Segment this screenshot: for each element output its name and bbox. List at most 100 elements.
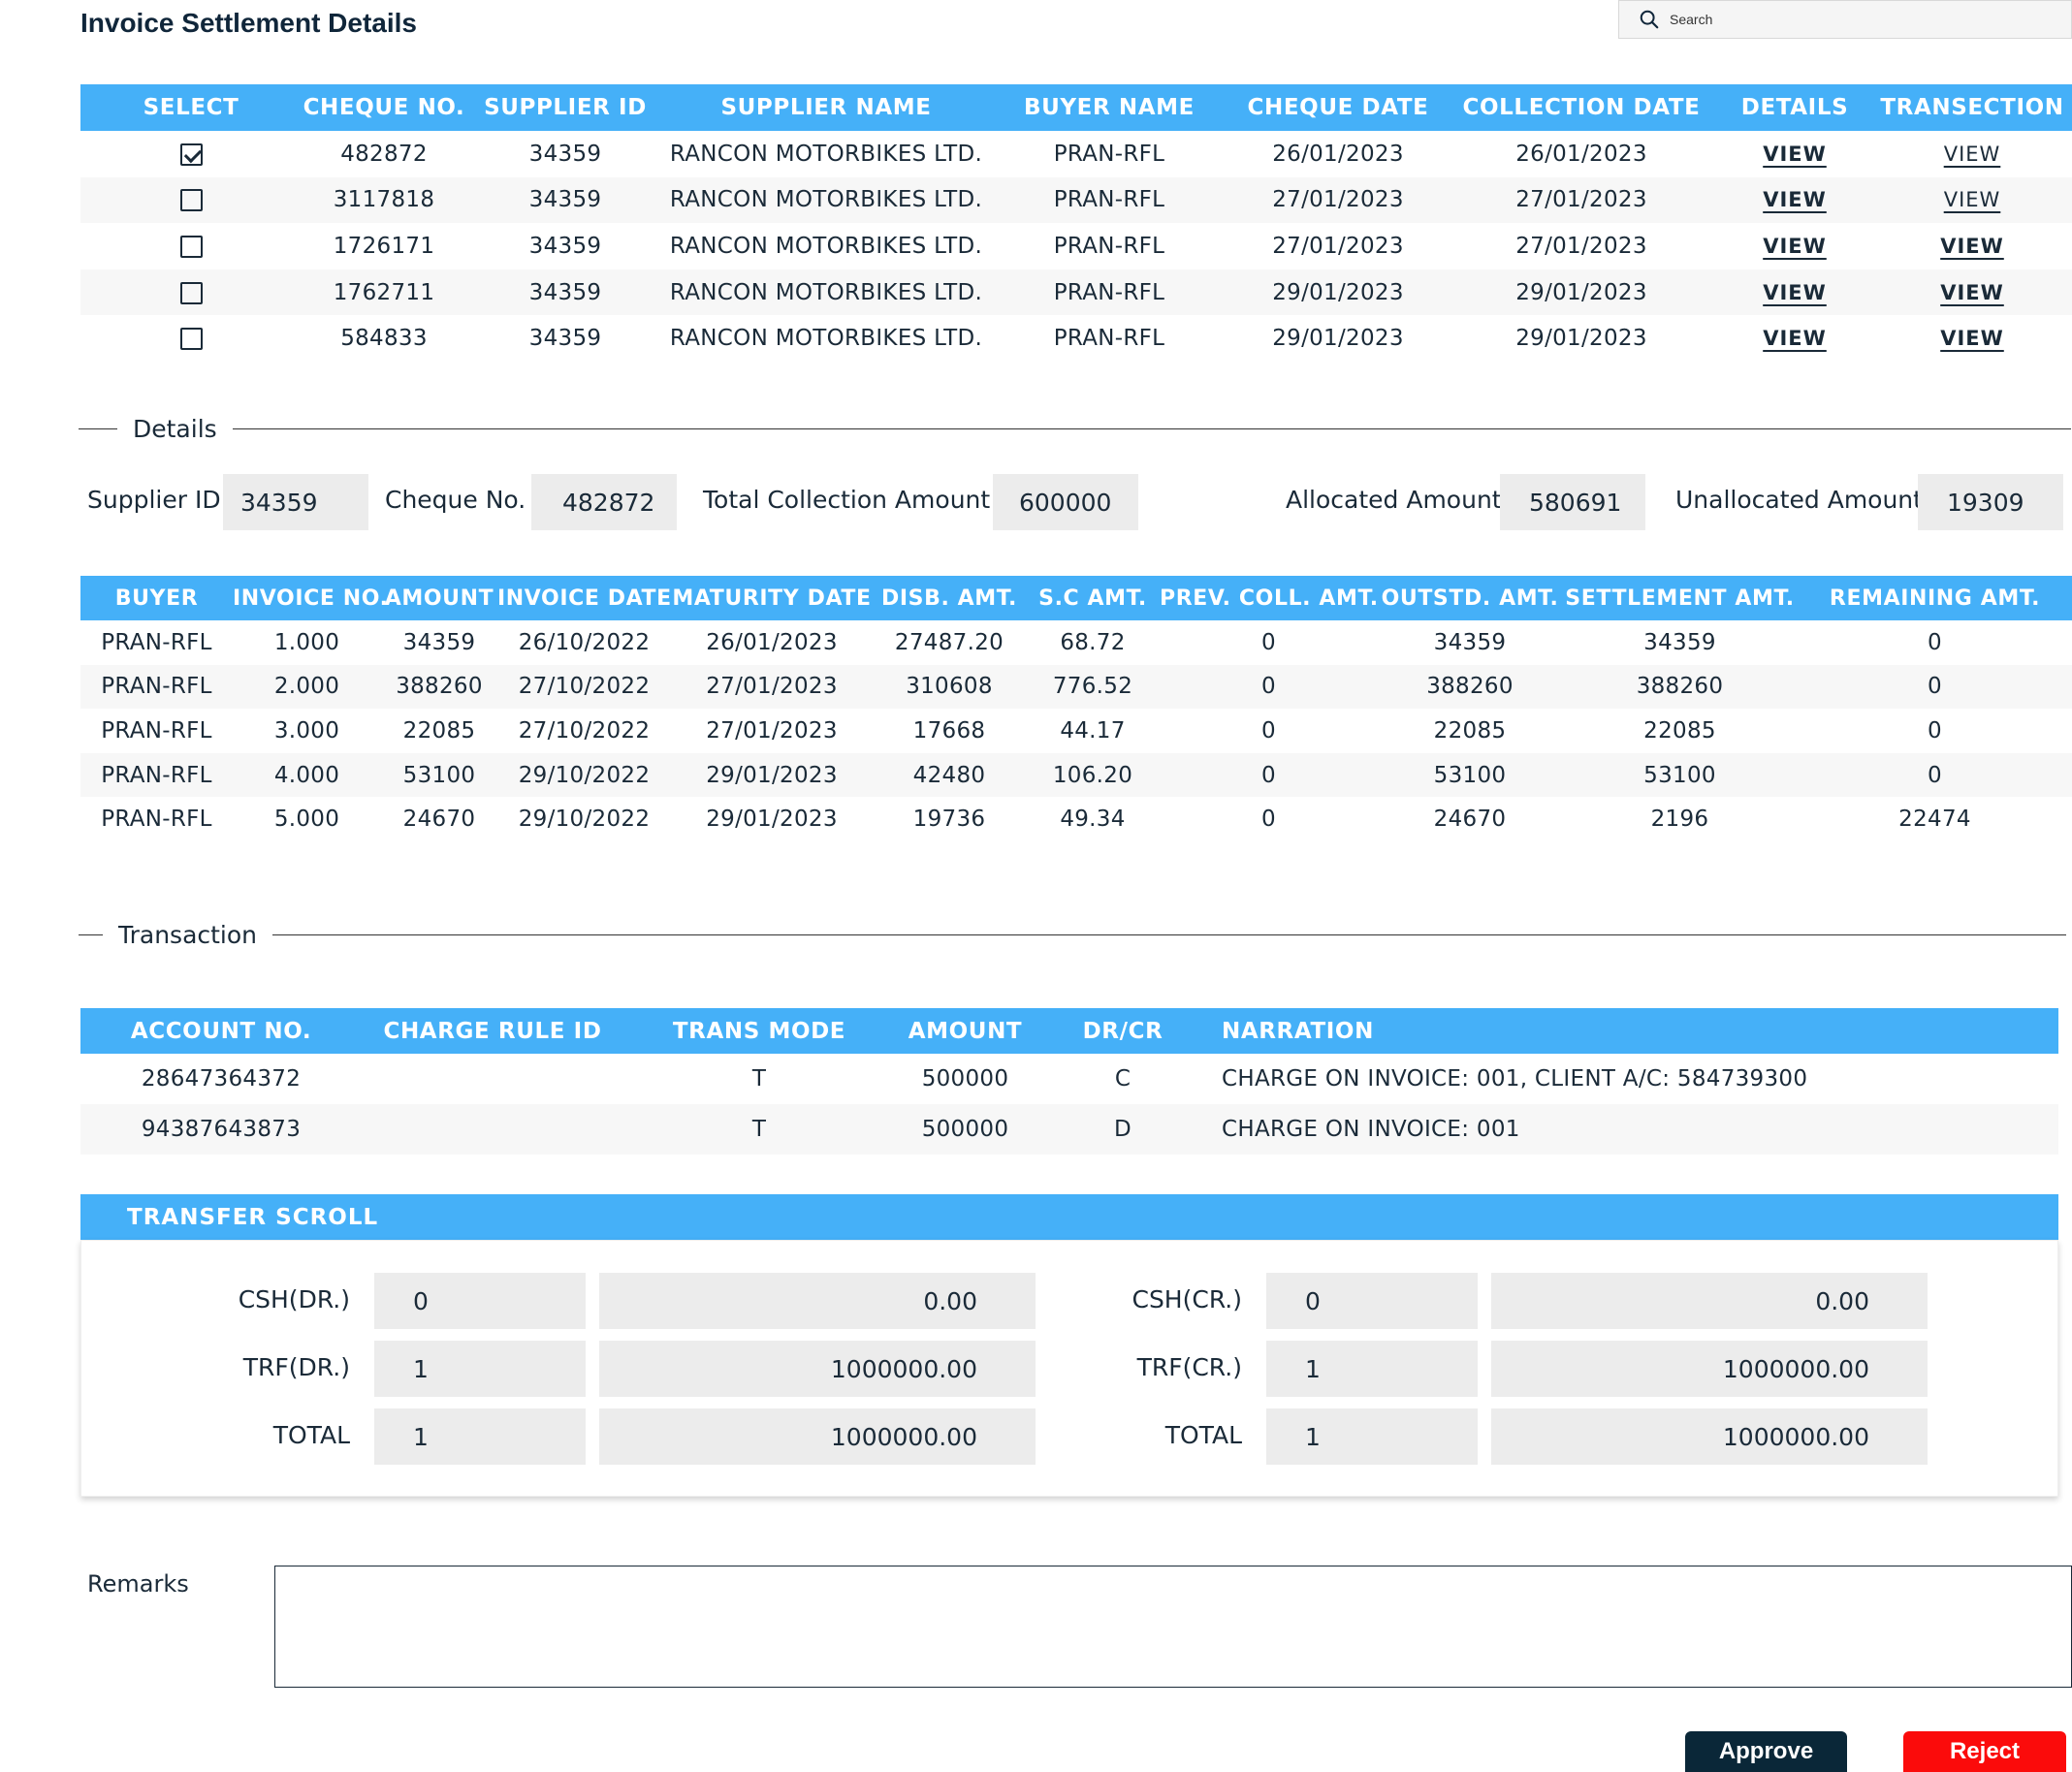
unallocated-amount-field[interactable]: 19309 [1918, 474, 2063, 530]
invoice-cell: 22085 [1433, 717, 1507, 744]
table-row[interactable]: 1762711 34359 RANCON MOTORBIKES LTD. PRAN-R… [80, 269, 2072, 316]
invoice-cell: 22085 [1643, 717, 1716, 744]
invoice-cell: 68.72 [1060, 629, 1126, 655]
total-collection-field[interactable]: 600000 [993, 474, 1138, 530]
invoice-cell: 29/10/2022 [518, 807, 651, 833]
details-view-link[interactable]: VIEW [1763, 327, 1827, 351]
table-row[interactable]: 3117818 34359 RANCON MOTORBIKES LTD. PRAN-R… [80, 176, 2072, 224]
supplier-name-cell: RANCON MOTORBIKES LTD. [664, 269, 988, 316]
invoice-col-header[interactable]: MATURITY DATE [671, 576, 873, 620]
col-header-cheque-no[interactable]: CHEQUE NO. [302, 84, 466, 131]
col-header-select[interactable]: SELECT [80, 84, 302, 131]
invoice-cell: 24670 [1433, 807, 1507, 833]
transaction-view-link[interactable]: VIEW [1943, 142, 2001, 166]
row-checkbox[interactable] [179, 328, 203, 351]
invoice-cell: 4.000 [233, 752, 381, 798]
transfer-right-count[interactable]: 1 [1266, 1341, 1478, 1397]
transfer-left-amount[interactable]: 1000000.00 [599, 1408, 1036, 1465]
col-header-cheque-date[interactable]: CHEQUE DATE [1230, 84, 1446, 131]
transfer-right-amount[interactable]: 1000000.00 [1491, 1341, 1928, 1397]
transfer-scroll-panel: CSH(DR.) 0 0.00 TRF(DR.) 1 1000000.00 TOTAL 1 10… [80, 1240, 2058, 1497]
transaction-view-link[interactable]: VIEW [1940, 234, 2004, 258]
cheque-date-cell: 27/01/2023 [1230, 176, 1446, 224]
row-checkbox[interactable] [179, 189, 203, 212]
table-row: 94387643873 T 500000 D CHARGE ON INVOICE: 00… [80, 1104, 2058, 1155]
details-view-link[interactable]: VIEW [1763, 280, 1827, 304]
invoice-cell: 0 [1928, 717, 1942, 744]
transaction-col-header[interactable]: DR/CR [1036, 1008, 1210, 1054]
invoice-col-header[interactable]: INVOICE NO. [233, 576, 388, 620]
collection-date-cell: 29/01/2023 [1446, 269, 1717, 316]
search-input[interactable] [1670, 12, 2057, 27]
invoice-col-header[interactable]: BUYER [80, 576, 233, 620]
cheque-no-field[interactable]: 482872 [531, 474, 677, 530]
table-row: PRAN-RFL 4.000 53100 29/10/2022 29/01/2023 42… [80, 752, 2072, 798]
table-row[interactable]: 1726171 34359 RANCON MOTORBIKES LTD. PRAN-R… [80, 223, 2072, 269]
transaction-view-link[interactable]: VIEW [1943, 188, 2001, 212]
table-row: PRAN-RFL 2.000 388260 27/10/2022 27/01/2023 3… [80, 664, 2072, 710]
transfer-left-amount[interactable]: 1000000.00 [599, 1341, 1036, 1397]
invoice-cell: 388260 [1562, 664, 1798, 710]
transfer-left-amount[interactable]: 0.00 [599, 1273, 1036, 1329]
row-checkbox[interactable] [179, 235, 203, 258]
search-box[interactable] [1618, 0, 2072, 39]
transaction-col-header[interactable]: CHARGE RULE ID [362, 1008, 623, 1054]
col-header-supplier-name[interactable]: SUPPLIER NAME [664, 84, 988, 131]
row-checkbox[interactable] [179, 142, 203, 166]
allocated-amount-field[interactable]: 580691 [1500, 474, 1645, 530]
reject-button[interactable]: Reject [1903, 1731, 2066, 1772]
invoice-cell: 388260 [381, 664, 497, 710]
col-header-supplier-id[interactable]: SUPPLIER ID [466, 84, 664, 131]
allocated-amount-label: Allocated Amount [1286, 486, 1502, 514]
supplier-id-cell: 34359 [466, 176, 664, 224]
transaction-view-link[interactable]: VIEW [1940, 327, 2004, 351]
transfer-right-count[interactable]: 1 [1266, 1408, 1478, 1465]
invoice-cell: 49.34 [1060, 807, 1126, 833]
invoice-col-header[interactable]: S.C AMT. [1026, 576, 1160, 620]
invoice-cell: 0 [1160, 752, 1378, 798]
supplier-id-field[interactable]: 34359 [223, 474, 368, 530]
transaction-col-header[interactable]: TRANS MODE [623, 1008, 895, 1054]
supplier-name-cell: RANCON MOTORBIKES LTD. [669, 326, 983, 352]
transfer-left-count[interactable]: 1 [374, 1341, 586, 1397]
invoice-cell: 34359 [1643, 629, 1716, 655]
approve-button[interactable]: Approve [1685, 1731, 1847, 1772]
col-header-buyer-name[interactable]: BUYER NAME [988, 84, 1230, 131]
col-header-details[interactable]: DETAILS [1717, 84, 1872, 131]
cheque-no-cell: 1762711 [302, 269, 466, 316]
table-row[interactable]: 584833 34359 RANCON MOTORBIKES LTD. PRAN-RF… [80, 315, 2072, 362]
supplier-name-cell: RANCON MOTORBIKES LTD. [669, 233, 983, 259]
transaction-cell: D [1036, 1104, 1210, 1155]
transfer-scroll-header: TRANSFER SCROLL [80, 1194, 2058, 1240]
transaction-view-link[interactable]: VIEW [1940, 280, 2004, 304]
transfer-right-amount[interactable]: 0.00 [1491, 1273, 1928, 1329]
invoice-cell: 27487.20 [894, 629, 1004, 655]
details-cell: VIEW [1717, 315, 1872, 362]
invoice-col-header[interactable]: AMOUNT [381, 576, 497, 620]
cheque-no-cell: 584833 [340, 326, 428, 352]
invoice-col-header[interactable]: PREV. COLL. AMT. [1160, 576, 1378, 620]
supplier-id-label: Supplier ID [87, 486, 221, 514]
transfer-left-count[interactable]: 1 [374, 1408, 586, 1465]
supplier-id-cell: 34359 [466, 269, 664, 316]
invoice-col-header[interactable]: OUTSTD. AMT. [1378, 576, 1562, 620]
transaction-col-header[interactable]: ACCOUNT NO. [80, 1008, 362, 1054]
col-header-collection-date[interactable]: COLLECTION DATE [1446, 84, 1717, 131]
row-checkbox[interactable] [179, 281, 203, 304]
details-view-link[interactable]: VIEW [1763, 188, 1827, 212]
details-view-link[interactable]: VIEW [1763, 142, 1827, 166]
invoice-col-header[interactable]: DISB. AMT. [873, 576, 1026, 620]
select-cell [80, 223, 302, 269]
transfer-left-count[interactable]: 0 [374, 1273, 586, 1329]
details-view-link[interactable]: VIEW [1763, 234, 1827, 258]
transaction-col-header[interactable]: NARRATION [1210, 1008, 2058, 1054]
remarks-input[interactable] [274, 1566, 2072, 1688]
transfer-right-amount[interactable]: 1000000.00 [1491, 1408, 1928, 1465]
transfer-right-count[interactable]: 0 [1266, 1273, 1478, 1329]
invoice-col-header[interactable]: SETTLEMENT AMT. [1562, 576, 1798, 620]
table-row[interactable]: 482872 34359 RANCON MOTORBIKES LTD. PRAN-RF… [80, 131, 2072, 177]
invoice-col-header[interactable]: INVOICE DATE [497, 576, 671, 620]
col-header-transection[interactable]: TRANSECTION [1872, 84, 2072, 131]
invoice-col-header[interactable]: REMAINING AMT. [1798, 576, 2072, 620]
transaction-col-header[interactable]: AMOUNT [895, 1008, 1036, 1054]
